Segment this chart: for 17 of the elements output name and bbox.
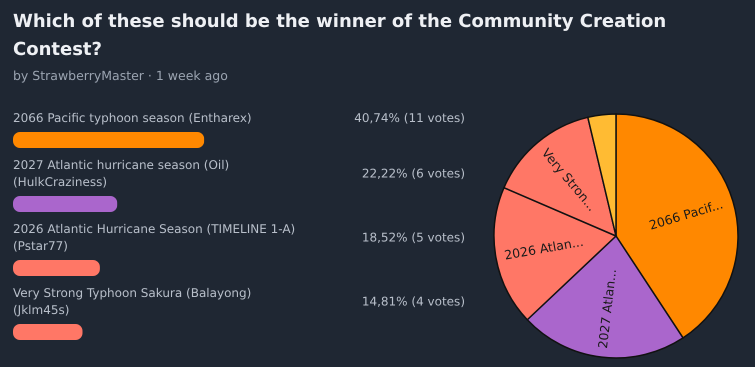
bar — [13, 260, 100, 276]
slice-label: 2026 Atlan... — [503, 234, 585, 263]
data-label: 14,81% (4 votes) — [362, 294, 465, 308]
slice-label: 2066 Pacif... — [647, 196, 725, 233]
y-tick-label: 2066 Pacific typhoon season (Entharex) — [13, 111, 252, 125]
bar — [13, 324, 83, 340]
text: Which of these should be the winner of the Community Creation Contest? — [13, 10, 668, 62]
data-label: 22,22% (6 votes) — [362, 166, 465, 180]
data-label: 18,52% (5 votes) — [362, 230, 465, 244]
y-tick-label: 2026 Atlantic Hurricane Season (TIMELINE 1-A) (Pstar77) — [13, 222, 296, 253]
slice-label: 2027 Atlan... — [594, 268, 620, 350]
data-label: 40,74% (11 votes) — [354, 111, 465, 125]
chart-subtitle: by StrawberryMaster · 1 week ago — [13, 68, 228, 83]
y-tick-label: Very Strong Typhoon Sakura (Balayong) (Jklm45s) — [13, 286, 252, 317]
bar — [13, 132, 204, 148]
y-tick-label: 2027 Atlantic hurricane season (Oil) (HulkCraziness) — [13, 158, 230, 189]
bar — [13, 196, 118, 212]
